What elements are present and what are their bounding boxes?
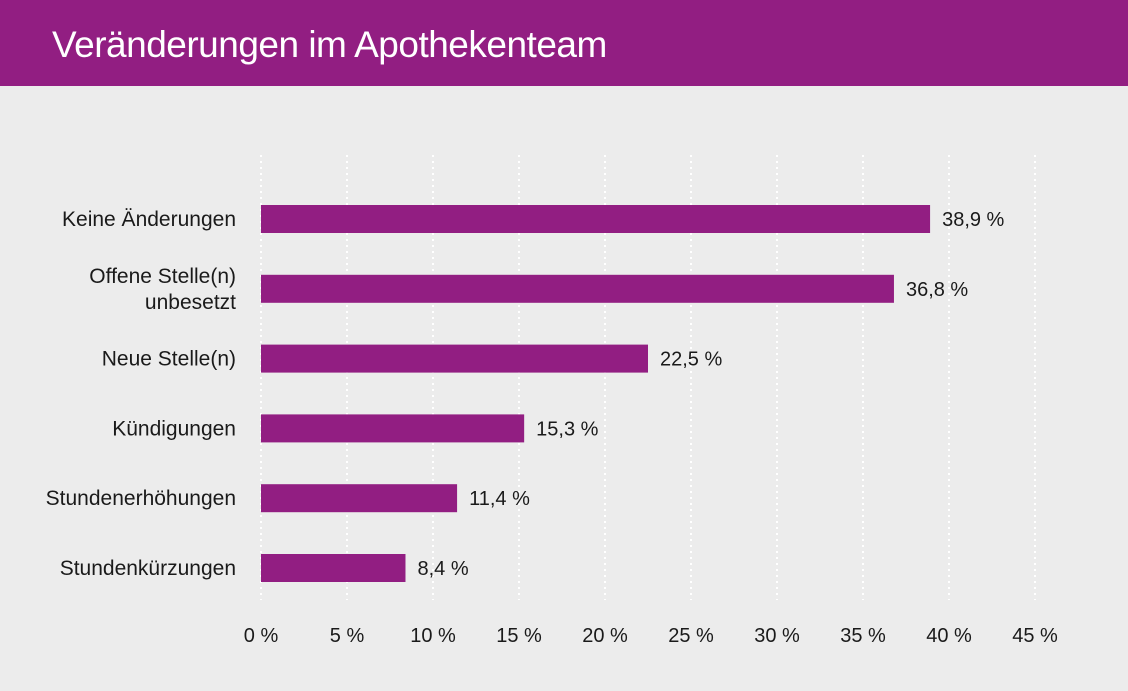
category-label: Offene Stelle(n) unbesetzt [89,265,236,314]
chart-title: Veränderungen im Apothekenteam [52,24,607,65]
x-tick-label: 20 % [582,625,628,647]
value-label: 8,4 % [417,558,468,580]
x-tick-label: 5 % [330,625,365,647]
x-tick-label: 35 % [840,625,886,647]
x-tick-label: 10 % [410,625,456,647]
category-label: Stundenkürzungen [60,557,236,580]
category-label: Keine Änderungen [62,208,236,231]
x-tick-label: 40 % [926,625,972,647]
value-label: 36,8 % [906,279,968,301]
x-tick-label: 30 % [754,625,800,647]
category-label: Kündigungen [112,417,236,440]
bar [261,205,931,233]
category-label: Stundenerhöhungen [46,487,236,510]
x-tick-label: 45 % [1012,625,1058,647]
category-label: Neue Stelle(n) [102,348,236,371]
bar [261,484,458,513]
value-label: 15,3 % [536,418,598,440]
bar [261,344,648,373]
chart-header: Veränderungen im Apothekenteam [0,0,1128,86]
x-tick-label: 15 % [496,625,542,647]
bar [261,274,894,303]
value-label: 22,5 % [660,349,722,371]
bar [261,554,406,582]
x-tick-label: 0 % [244,625,279,647]
value-label: 38,9 % [942,209,1004,231]
bar [261,414,525,443]
value-label: 11,4 % [469,488,530,510]
x-tick-label: 25 % [668,625,714,647]
